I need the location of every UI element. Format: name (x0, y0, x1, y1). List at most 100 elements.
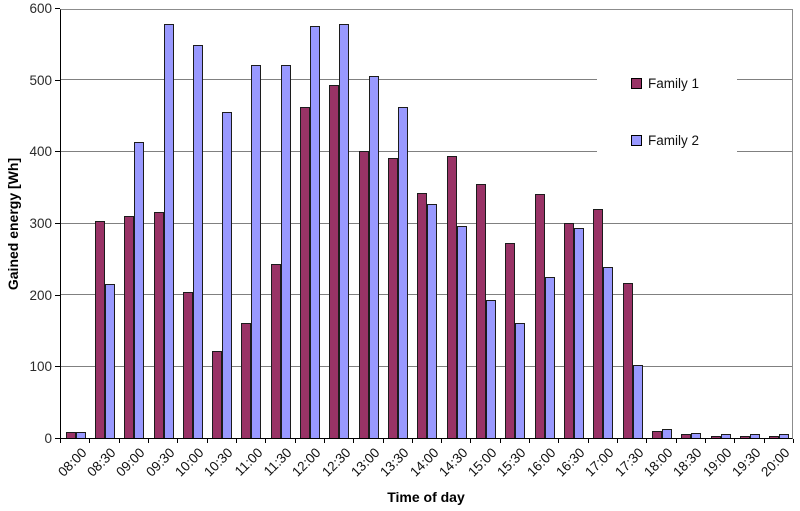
bar-family-2-11:30 (280, 65, 291, 438)
x-axis-tick (558, 439, 559, 443)
y-axis-tick (55, 80, 60, 81)
bar-family-1-08:30 (94, 221, 105, 438)
bar-family-1-15:00 (476, 184, 487, 438)
bar-family-1-16:00 (534, 194, 545, 438)
x-axis-tick (383, 439, 384, 443)
x-axis-tick (470, 439, 471, 443)
x-axis-tick (177, 439, 178, 443)
legend-entry-family-2: Family 2 (631, 133, 699, 148)
y-axis-tick (55, 438, 60, 439)
bar-family-1-09:00 (124, 216, 135, 438)
bar-family-2-20:00 (779, 434, 790, 438)
bar-family-2-10:00 (192, 45, 203, 438)
bar-family-1-16:30 (564, 223, 574, 438)
x-axis-tick (764, 439, 765, 443)
bar-family-1-18:00 (651, 431, 662, 438)
y-axis-tick (55, 366, 60, 367)
x-axis-tick (500, 439, 501, 443)
x-axis-tick (676, 439, 677, 443)
x-axis-tick (793, 439, 794, 443)
bar-family-2-17:00 (603, 267, 614, 438)
bar-family-2-16:00 (544, 277, 555, 438)
legend-entry-family-1: Family 1 (631, 76, 699, 91)
x-axis-tick (412, 439, 413, 443)
x-axis-tick (265, 439, 266, 443)
bar-family-2-08:30 (104, 284, 115, 438)
x-axis-tick (236, 439, 237, 443)
bar-family-1-14:00 (417, 193, 428, 438)
bar-family-2-16:30 (574, 228, 584, 438)
x-axis-tick (734, 439, 735, 443)
bar-family-2-18:00 (661, 429, 672, 438)
bar-family-2-14:30 (456, 226, 467, 438)
bar-family-1-09:30 (153, 212, 164, 438)
bar-family-1-19:00 (710, 436, 721, 438)
y-tick-label: 100 (29, 359, 52, 374)
y-tick-label: 500 (29, 73, 52, 88)
bar-family-2-15:30 (515, 323, 526, 438)
bar-family-1-17:30 (622, 283, 633, 438)
bar-family-2-12:30 (339, 24, 350, 438)
x-axis-tick (441, 439, 442, 443)
bar-family-1-12:00 (300, 107, 311, 438)
x-axis-tick (353, 439, 354, 443)
x-axis-tick (207, 439, 208, 443)
bar-family-1-08:00 (65, 432, 76, 438)
bar-family-2-14:00 (427, 204, 438, 438)
bar-family-2-12:00 (310, 26, 321, 438)
bar-family-1-13:00 (358, 151, 369, 438)
y-tick-label: 600 (29, 1, 52, 16)
bar-family-2-17:30 (632, 365, 643, 438)
bar-family-1-15:30 (505, 243, 516, 438)
bar-family-2-10:30 (222, 112, 233, 438)
bar-family-1-11:00 (241, 323, 252, 438)
family-2-swatch-icon (631, 135, 642, 146)
x-axis-title: Time of day (387, 489, 465, 505)
bar-family-2-13:30 (398, 107, 409, 438)
bar-family-1-18:30 (681, 434, 692, 438)
gridline-500 (61, 79, 792, 81)
bar-family-2-09:30 (163, 24, 174, 438)
legend-label: Family 2 (648, 133, 700, 148)
bar-family-1-10:30 (212, 351, 223, 438)
bar-family-2-19:00 (720, 434, 731, 438)
y-axis-tick (55, 8, 60, 9)
x-axis-tick (119, 439, 120, 443)
bar-family-2-11:00 (251, 65, 262, 438)
x-axis-tick (295, 439, 296, 443)
x-axis-tick (588, 439, 589, 443)
legend-label: Family 1 (648, 76, 700, 91)
gridline-400 (61, 150, 792, 152)
legend: Family 1 Family 2 (597, 62, 737, 159)
y-tick-label: 200 (29, 288, 52, 303)
x-axis-tick (89, 439, 90, 443)
y-tick-label: 0 (44, 431, 52, 446)
bar-family-2-18:30 (691, 433, 702, 438)
bar-family-1-12:30 (329, 85, 340, 438)
x-axis-tick (646, 439, 647, 443)
bar-family-1-19:30 (739, 436, 750, 438)
bar-family-1-14:30 (446, 156, 457, 438)
y-axis-tick (55, 223, 60, 224)
y-tick-label: 300 (29, 216, 52, 231)
bar-family-1-11:30 (270, 264, 281, 438)
bar-family-1-10:00 (182, 292, 193, 438)
bar-family-1-17:00 (593, 209, 604, 438)
x-axis-tick (148, 439, 149, 443)
family-1-swatch-icon (631, 78, 642, 89)
bar-family-2-19:30 (749, 434, 760, 438)
bar-family-1-20:00 (769, 436, 780, 438)
y-axis-tick (55, 295, 60, 296)
x-axis-tick (60, 439, 61, 443)
bar-family-2-09:00 (134, 142, 145, 438)
x-axis-tick (324, 439, 325, 443)
bar-family-2-15:00 (486, 300, 497, 438)
bar-family-1-13:30 (388, 158, 399, 438)
x-axis-tick (529, 439, 530, 443)
bar-family-2-13:00 (368, 76, 379, 438)
bar-family-2-08:00 (75, 432, 86, 438)
y-axis-tick (55, 151, 60, 152)
x-axis-tick (705, 439, 706, 443)
x-axis-tick (617, 439, 618, 443)
